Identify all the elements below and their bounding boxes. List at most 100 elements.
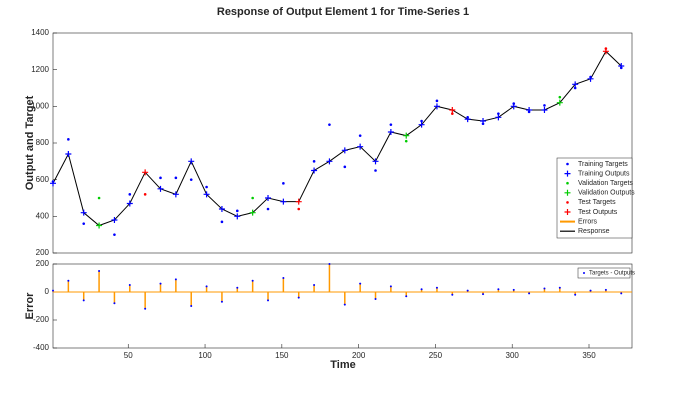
plot-area bbox=[52, 263, 633, 349]
output-marker bbox=[495, 114, 502, 121]
x-tick-label: 200 bbox=[352, 351, 366, 360]
error-dot bbox=[589, 289, 592, 292]
y-tick-label: 800 bbox=[36, 138, 50, 147]
output-marker bbox=[234, 213, 241, 220]
legend-label: Test Outputs bbox=[578, 209, 618, 216]
legend-swatch bbox=[566, 201, 569, 204]
error-dot bbox=[343, 303, 346, 306]
output-marker bbox=[510, 103, 517, 110]
target-marker bbox=[205, 185, 208, 189]
chart-title: Response of Output Element 1 for Time-Se… bbox=[217, 6, 469, 18]
target-marker bbox=[159, 176, 162, 180]
error-dot bbox=[190, 305, 193, 307]
legend-label: Response bbox=[578, 228, 610, 235]
output-marker bbox=[572, 81, 579, 88]
y-tick-label: -400 bbox=[33, 343, 50, 352]
plot-area bbox=[52, 32, 633, 254]
error-dot bbox=[82, 299, 85, 302]
error-dot bbox=[313, 284, 316, 286]
error-dot bbox=[466, 289, 469, 292]
y-tick-label: 0 bbox=[45, 287, 50, 296]
output-marker bbox=[602, 48, 609, 55]
legend-swatch bbox=[564, 189, 571, 196]
target-marker bbox=[404, 139, 408, 143]
legend-swatch bbox=[566, 181, 569, 185]
target-marker bbox=[451, 112, 454, 115]
output-marker bbox=[326, 158, 333, 165]
target-marker bbox=[420, 119, 423, 123]
error-dot bbox=[389, 285, 392, 288]
target-marker bbox=[266, 207, 270, 211]
y-tick-label: 1400 bbox=[31, 28, 49, 37]
x-axis-label: Time bbox=[330, 359, 355, 371]
y-tick-label: -200 bbox=[33, 315, 50, 324]
output-marker bbox=[265, 195, 272, 201]
legend-swatch bbox=[564, 209, 571, 215]
output-marker bbox=[65, 151, 72, 157]
error-dot bbox=[67, 279, 70, 282]
error-dot bbox=[420, 288, 423, 291]
y-tick-label: 600 bbox=[36, 175, 50, 184]
error-dot bbox=[297, 296, 300, 299]
output-marker bbox=[341, 147, 348, 154]
legend-swatch bbox=[583, 272, 585, 274]
error-dot bbox=[159, 282, 162, 285]
output-marker bbox=[387, 129, 394, 135]
error-dot bbox=[574, 293, 577, 296]
output-marker bbox=[80, 209, 87, 216]
error-dot bbox=[267, 299, 270, 302]
x-tick-label: 350 bbox=[582, 351, 596, 360]
legend bbox=[556, 157, 633, 239]
target-marker bbox=[282, 182, 285, 185]
x-tick-label: 100 bbox=[198, 351, 212, 360]
output-marker bbox=[50, 180, 56, 187]
output-marker bbox=[249, 209, 256, 216]
output-marker bbox=[449, 107, 456, 113]
response-line bbox=[52, 50, 622, 227]
target-marker bbox=[174, 176, 178, 180]
target-marker bbox=[312, 160, 316, 163]
output-marker bbox=[464, 116, 471, 123]
error-dot bbox=[220, 300, 223, 303]
target-marker bbox=[251, 196, 254, 200]
error-dot bbox=[174, 278, 177, 281]
legend-label: Targets - Outputs bbox=[589, 271, 635, 277]
target-marker bbox=[573, 86, 577, 90]
output-marker bbox=[403, 132, 410, 139]
y-axis-label: Error bbox=[24, 292, 36, 320]
error-dot bbox=[543, 287, 546, 290]
legend-swatch bbox=[566, 162, 569, 166]
target-marker bbox=[558, 95, 562, 99]
target-marker bbox=[143, 193, 147, 196]
error-dot bbox=[512, 288, 515, 291]
error-dot bbox=[620, 292, 623, 295]
error-dot bbox=[374, 298, 377, 300]
legend bbox=[577, 267, 631, 279]
output-marker bbox=[295, 198, 302, 205]
target-marker bbox=[374, 169, 377, 172]
error-dot bbox=[328, 263, 331, 265]
output-marker bbox=[357, 143, 364, 150]
target-marker bbox=[343, 165, 347, 169]
output-marker bbox=[433, 103, 440, 110]
error-dot bbox=[497, 288, 500, 291]
target-marker bbox=[435, 99, 439, 103]
output-marker bbox=[311, 167, 318, 174]
output-marker bbox=[96, 222, 103, 229]
target-marker bbox=[82, 222, 86, 225]
x-tick-label: 300 bbox=[506, 351, 520, 360]
error-dot bbox=[236, 286, 239, 289]
x-tick-label: 250 bbox=[429, 351, 443, 360]
y-tick-label: 1200 bbox=[31, 65, 49, 74]
target-marker bbox=[389, 123, 393, 126]
legend-swatch bbox=[564, 170, 571, 177]
x-tick-label: 150 bbox=[275, 351, 289, 360]
output-marker bbox=[203, 191, 210, 198]
error-dot bbox=[282, 277, 285, 279]
output-marker bbox=[587, 75, 594, 82]
error-dot bbox=[435, 286, 438, 289]
legend-label: Training Targets bbox=[578, 161, 628, 168]
error-dot bbox=[98, 270, 101, 272]
target-marker bbox=[128, 193, 132, 196]
y-tick-label: 200 bbox=[36, 259, 50, 268]
